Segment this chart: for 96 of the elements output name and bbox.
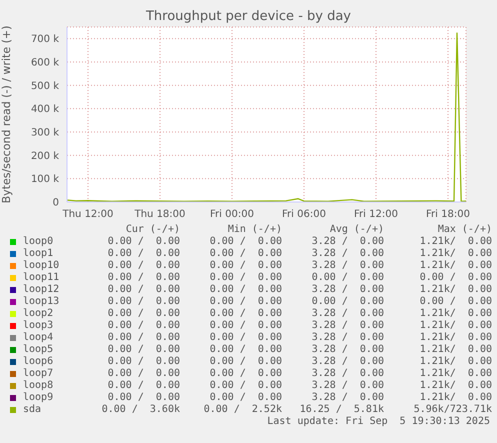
text: 3.28 / 0.00 (310, 332, 384, 344)
text: 1.21k/ 0.00 (418, 368, 492, 380)
text: 1.21k/ 0.00 (418, 284, 492, 296)
y-tick-label: 500 k (30, 80, 60, 92)
text: 3.28 / 0.00 (310, 236, 384, 248)
text: 0.00 / 0.00 (208, 320, 282, 332)
legend-label: loop6 (22, 356, 54, 368)
text: Cur (-/+) (124, 224, 180, 236)
text: 0.00 / 0.00 (106, 260, 180, 272)
text: 3.28 / 0.00 (310, 284, 384, 296)
text: 0.00 / 0.00 (106, 368, 180, 380)
text: 0.00 / 0.00 (208, 272, 282, 284)
y-axis-title: Bytes/second read (-) / write (+) (0, 26, 13, 204)
x-tick-label: Fri 18:00 (426, 209, 470, 220)
text: 3.28 / 0.00 (310, 320, 384, 332)
legend-label: loop8 (22, 380, 54, 392)
text: 1.21k/ 0.00 (418, 332, 492, 344)
legend-label: loop2 (22, 308, 54, 320)
legend-label: loop0 (22, 236, 54, 248)
text: 0.00 / 0.00 (106, 356, 180, 368)
text: 0.00 / 0.00 (106, 284, 180, 296)
text: 0.00 / 0.00 (106, 392, 180, 404)
legend-label: sda (22, 404, 42, 416)
y-tick-label: 600 k (30, 58, 60, 69)
y-tick-label: 300 k (30, 128, 60, 139)
text: 0.00 / 0.00 (208, 368, 282, 380)
text: 1.21k/ 0.00 (418, 320, 492, 332)
text: 0.00 / 0.00 (208, 284, 282, 296)
text: 0.00 / 0.00 (418, 272, 492, 284)
text: 3.28 / 0.00 (310, 308, 384, 320)
text: 3.28 / 0.00 (310, 344, 384, 356)
text: 0.00 / 0.00 (106, 332, 180, 344)
y-tick-label: 0 (52, 198, 59, 209)
text: 3.28 / 0.00 (310, 380, 384, 392)
text: 16.25 / 5.81k (298, 404, 384, 416)
text: 0.00 / 0.00 (106, 236, 180, 248)
text: 3.28 / 0.00 (310, 368, 384, 380)
legend-label: loop13 (22, 296, 60, 308)
chart-title: Throughput per device - by day (144, 9, 352, 24)
legend-label: loop1 (22, 248, 54, 260)
text: 0.00 / 0.00 (106, 272, 180, 284)
text: 0.00 / 0.00 (208, 332, 282, 344)
text: 0.00 / 0.00 (106, 344, 180, 356)
y-tick-label: 700 k (30, 34, 60, 46)
legend-label: loop3 (22, 320, 54, 332)
text: 1.21k/ 0.00 (418, 380, 492, 392)
text: 0.00 / 0.00 (106, 320, 180, 332)
text: 0.00 / 0.00 (208, 236, 282, 248)
text: 0.00 / 0.00 (208, 380, 282, 392)
text: Max (-/+) (436, 224, 492, 236)
text: 0.00 / 0.00 (418, 296, 492, 308)
legend-label: loop4 (22, 332, 54, 344)
text: 0.00 / 0.00 (106, 308, 180, 320)
legend-label: loop7 (22, 368, 54, 380)
text: Min (-/+) (226, 224, 282, 236)
text: 0.00 / 2.52k (202, 404, 282, 416)
text: 3.28 / 0.00 (310, 392, 384, 404)
text: 0.00 / 0.00 (106, 248, 180, 260)
x-tick-label: Fri 12:00 (354, 209, 398, 220)
text: 3.28 / 0.00 (310, 356, 384, 368)
x-tick-label: Thu 12:00 (62, 209, 114, 220)
text: 0.00 / 0.00 (208, 248, 282, 260)
legend-label: loop9 (22, 392, 54, 404)
y-tick-label: 100 k (30, 174, 60, 186)
text: 0.00 / 0.00 (310, 296, 384, 308)
x-tick-label: Thu 18:00 (134, 209, 186, 220)
text: Avg (-/+) (328, 224, 384, 236)
text: 1.21k/ 0.00 (418, 356, 492, 368)
text: 0.00 / 0.00 (310, 272, 384, 284)
x-tick-label: Fri 06:00 (282, 209, 326, 220)
text: 0.00 / 0.00 (208, 260, 282, 272)
text: 3.28 / 0.00 (310, 260, 384, 272)
text: 5.96k/723.71k (412, 404, 492, 416)
legend-label: loop10 (22, 260, 60, 272)
legend-label: loop5 (22, 344, 54, 356)
text: 0.00 / 0.00 (208, 344, 282, 356)
y-tick-label: 200 k (30, 150, 60, 162)
x-tick-label: Fri 00:00 (210, 209, 254, 220)
y-tick-label: 400 k (30, 104, 60, 116)
text: 0.00 / 0.00 (106, 380, 180, 392)
text: 0.00 / 3.60k (100, 404, 180, 416)
text: 0.00 / 0.00 (106, 296, 180, 308)
text: 1.21k/ 0.00 (418, 248, 492, 260)
text: 1.21k/ 0.00 (418, 236, 492, 248)
text: Last update: Fri Sep 5 19:30:13 2025 (266, 416, 490, 428)
text: 1.21k/ 0.00 (418, 260, 492, 272)
text: 1.21k/ 0.00 (418, 392, 492, 404)
legend-label: loop12 (22, 284, 60, 296)
text: 0.00 / 0.00 (208, 296, 282, 308)
text: 0.00 / 0.00 (208, 392, 282, 404)
text: 3.28 / 0.00 (310, 248, 384, 260)
text: 0.00 / 0.00 (208, 356, 282, 368)
text: 0.00 / 0.00 (208, 308, 282, 320)
text: 1.21k/ 0.00 (418, 344, 492, 356)
legend-label: loop11 (22, 272, 60, 284)
text: 1.21k/ 0.00 (418, 308, 492, 320)
